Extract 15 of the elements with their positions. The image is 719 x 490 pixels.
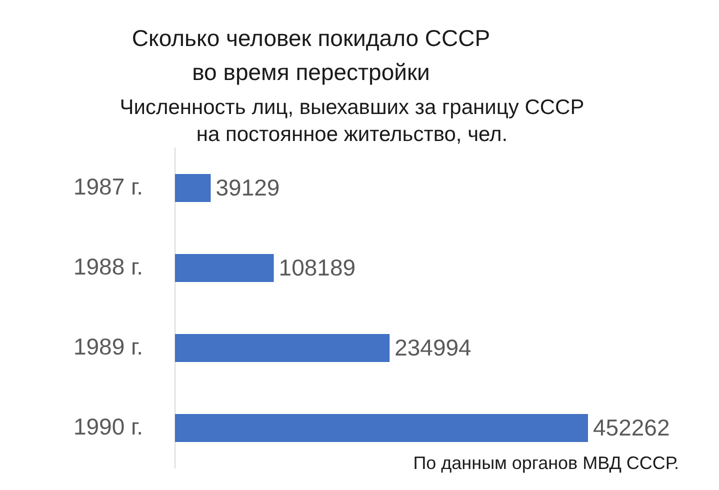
bar [175,414,588,442]
bar [175,254,274,282]
chart-title: Сколько человек покидало СССР во время перестройки [130,24,492,87]
data-label: 452262 [593,414,670,440]
y-tick-label: 1988 г. [73,253,143,280]
data-label: 234994 [394,334,472,360]
bar [175,334,390,362]
chart-subtitle: Численность лиц, выехавших за границу СССР на постоянное жительство, чел. [118,95,586,148]
y-tick-label: 1990 г. [73,413,143,440]
bar [175,174,211,202]
y-tick-label: 1987 г. [73,173,143,200]
annotation: По данным органов МВД СССР. [413,452,679,474]
y-tick-label: 1989 г. [73,333,143,360]
data-label: 39129 [216,174,280,200]
data-label: 108189 [278,254,356,280]
